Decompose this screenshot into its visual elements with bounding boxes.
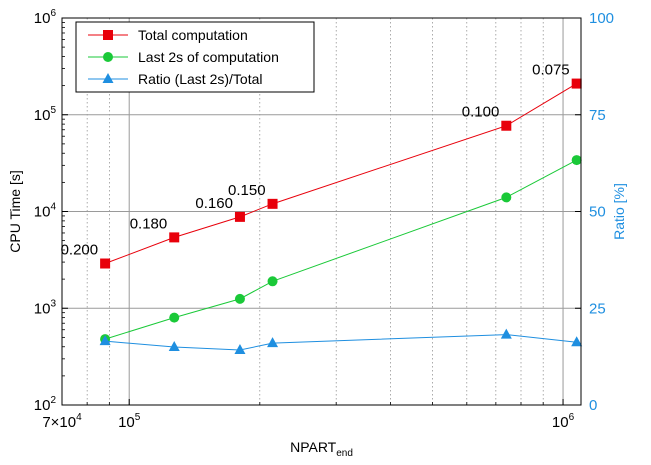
x-tick-label: 7×104 [42, 412, 82, 431]
series-3-point [500, 328, 512, 339]
x-tick-label: 106 [552, 412, 575, 431]
series-layer [99, 78, 583, 355]
legend-label: Total computation [138, 27, 248, 43]
series-2-point [501, 192, 512, 203]
series-2-line [104, 159, 577, 340]
data-annotation: 0.200 [61, 242, 99, 259]
series-2-point [234, 293, 245, 304]
ticks: 102 103 104 105 106 0 25 50 75 100 7×104 105 106 [34, 8, 614, 431]
y-tick-label-left: 102 [34, 395, 57, 414]
series-1-point [501, 120, 512, 131]
data-annotation: 0.075 [532, 62, 570, 79]
legend-marker [102, 73, 114, 83]
legend-marker [103, 30, 113, 40]
series-3-line [105, 334, 577, 351]
series-1-point [100, 258, 111, 269]
series-1-line [104, 83, 577, 264]
legend-entry-1: Total computation [88, 27, 248, 43]
y-tick-label-left: 106 [34, 8, 57, 27]
series-1-point [234, 211, 245, 222]
legend-entry-2: Last 2s of computation [88, 49, 279, 65]
series-2-point [169, 312, 180, 323]
y-tick-label-left: 105 [34, 105, 57, 124]
y-tick-label-left: 103 [34, 298, 57, 317]
legend-entry-3: Ratio (Last 2s)/Total [88, 71, 263, 87]
series-3 [99, 328, 583, 355]
legend-label: Ratio (Last 2s)/Total [138, 71, 263, 87]
series-3-point [234, 344, 246, 355]
legend: Total computation Last 2s of computation R… [75, 21, 315, 93]
series-3-point [168, 340, 180, 351]
series-3-point [571, 336, 583, 347]
legend-label: Last 2s of computation [138, 49, 279, 65]
x-axis-label: NPARTend [290, 439, 353, 459]
y-axis-label-left: CPU Time [s] [7, 170, 23, 252]
series-3-point [267, 337, 279, 348]
y-tick-label-right: 100 [589, 10, 614, 27]
data-annotation: 0.160 [195, 195, 233, 212]
x-tick-label: 105 [118, 412, 141, 431]
legend-marker [103, 52, 113, 62]
data-annotation: 0.150 [228, 182, 266, 199]
y-tick-label-right: 75 [589, 107, 606, 124]
series-2-point [267, 276, 278, 287]
series-1-point [267, 198, 278, 209]
series-1-point [169, 232, 180, 243]
series-1 [100, 78, 582, 269]
series-2 [100, 155, 582, 345]
data-annotation: 0.100 [462, 104, 500, 121]
x-axis-label-base: NPART [290, 439, 337, 455]
series-3-point [99, 335, 111, 346]
data-annotation: 0.180 [130, 215, 168, 232]
y-tick-label-right: 25 [589, 300, 606, 317]
y-tick-label-right: 50 [589, 204, 606, 221]
y-axis-label-right: Ratio [%] [611, 183, 627, 240]
y-tick-label-left: 104 [34, 202, 57, 221]
x-axis-label-subscript: end [336, 448, 353, 459]
y-tick-label-right: 0 [589, 397, 597, 414]
series-1-point [571, 78, 582, 89]
series-2-point [571, 155, 582, 166]
